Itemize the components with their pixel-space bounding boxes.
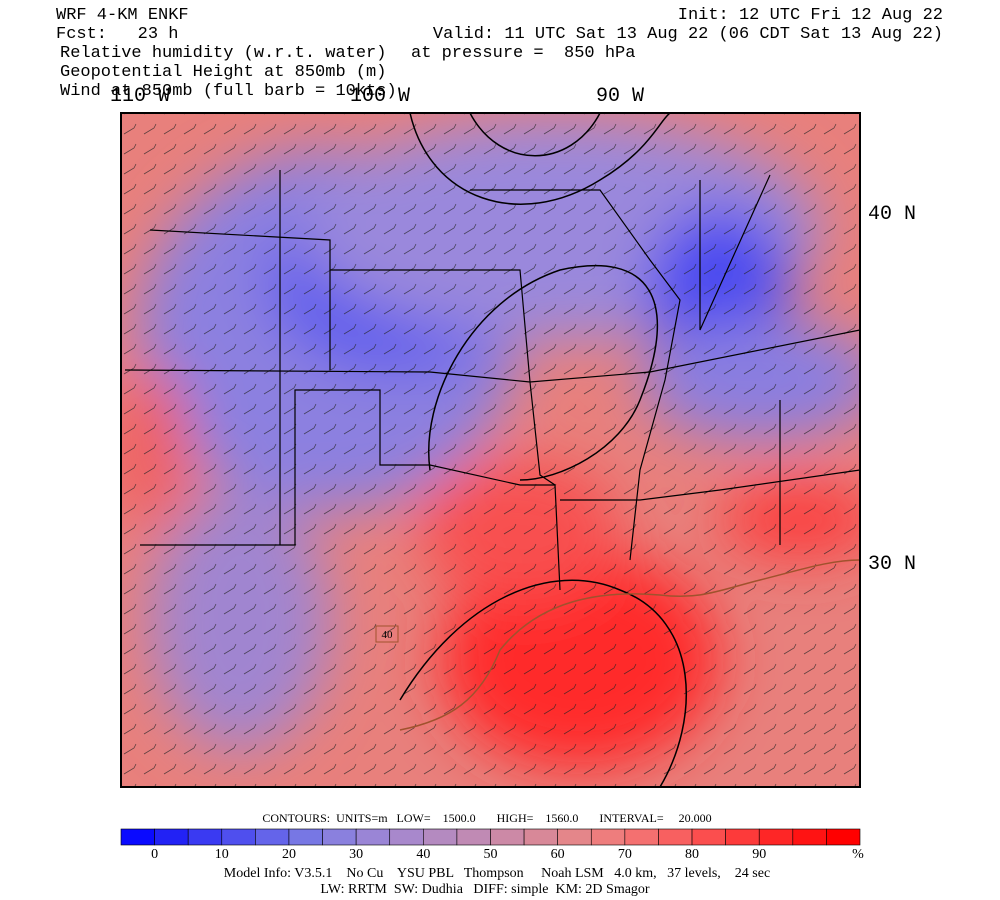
- init-time: Init: 12 UTC Fri 12 Aug 22: [678, 6, 943, 25]
- colorbar-box: [523, 828, 558, 846]
- field: Wind at 850mb (full barb = 10kts): [60, 82, 397, 101]
- colorbar-box: [490, 828, 525, 846]
- map-frame: [120, 112, 861, 788]
- colorbar-tick-label: 90: [752, 847, 766, 862]
- colorbar-box: [590, 828, 626, 846]
- colorbar-tick-label: 0: [151, 847, 158, 862]
- pressure: at pressure = 850 hPa: [411, 44, 635, 63]
- field: Geopotential Height at 850mb (m): [60, 63, 386, 82]
- valid-time: Valid: 11 UTC Sat 13 Aug 22 (06 CDT Sat …: [433, 25, 943, 44]
- colorbar-box: [456, 828, 491, 846]
- lat-label: 40 N: [868, 203, 916, 226]
- contour-label-box: [375, 625, 399, 643]
- colorbar-box: [255, 828, 290, 846]
- colorbar-box: [154, 828, 189, 846]
- colorbar-tick-label: 80: [685, 847, 699, 862]
- footer-line: Model Info: V3.5.1 No Cu YSU PBL Thompso…: [224, 866, 770, 881]
- contour-info: CONTOURS: UNITS=m LOW= 1500.0 HIGH= 1560…: [262, 811, 711, 825]
- footer-line: LW: RRTM SW: Dudhia DIFF: simple KM: 2D …: [320, 882, 650, 897]
- lon-label: 110 W: [110, 85, 170, 108]
- field: Relative humidity (w.r.t. water): [60, 44, 386, 63]
- lat-label: 30 N: [868, 553, 916, 576]
- colorbar-box: [288, 828, 323, 846]
- colorbar-tick-label: 50: [484, 847, 498, 862]
- contour-label: 40: [382, 629, 394, 641]
- colorbar-box: [826, 828, 861, 846]
- colorbar-box: [557, 828, 592, 846]
- colorbar-tick-label: 40: [416, 847, 430, 862]
- colorbar-box: [221, 828, 256, 846]
- colorbar-tick-label: 10: [215, 847, 229, 862]
- map: 40: [121, 113, 860, 787]
- title: WRF 4-KM ENKF: [56, 6, 189, 25]
- colorbar-tick-label: 30: [349, 847, 363, 862]
- lon-label: 100 W: [350, 85, 410, 108]
- colorbar-box: [624, 828, 659, 846]
- forecast: Fcst: 23 h: [56, 25, 178, 44]
- colorbar-box: [758, 828, 794, 846]
- colorbar-box: [725, 828, 760, 846]
- colorbar-box: [389, 828, 424, 846]
- colorbar-box: [120, 828, 155, 846]
- colorbar-box: [322, 828, 357, 846]
- colorbar-box: [658, 828, 693, 846]
- colorbar-box: [187, 828, 223, 846]
- colorbar: 0 10 20 30 40 50 60 70 80 90%: [120, 828, 864, 862]
- colorbar-box: [355, 828, 391, 846]
- colorbar-tick-label: 70: [618, 847, 632, 862]
- colorbar-box: [792, 828, 827, 846]
- lon-label: 90 W: [596, 85, 644, 108]
- state-borders: [124, 170, 860, 591]
- colorbar-tick-label: 60: [551, 847, 565, 862]
- colorbar-unit: %: [852, 847, 864, 862]
- colorbar-box: [423, 828, 458, 846]
- height-contours: [399, 113, 688, 787]
- colorbar-box: [691, 828, 726, 846]
- colorbar-tick-label: 20: [282, 847, 296, 862]
